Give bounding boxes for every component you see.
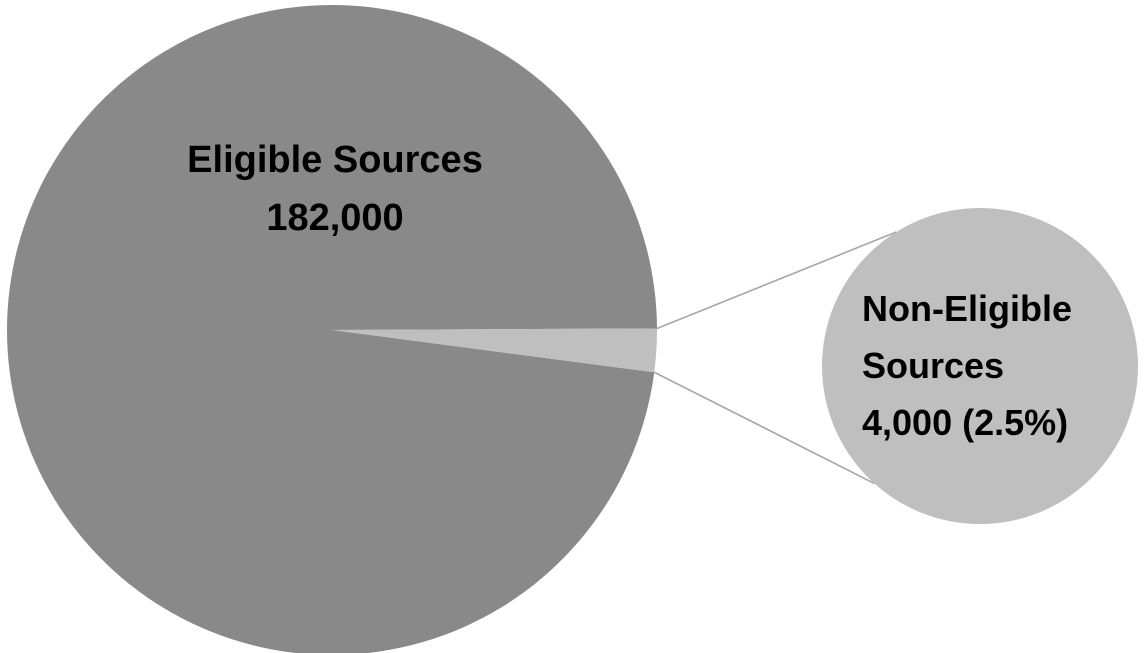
slice-eligible-sources <box>7 5 657 653</box>
secondary-pie-non-eligible <box>822 208 1138 524</box>
connector-line-top <box>656 231 897 330</box>
label-eligible-name: Eligible Sources <box>187 139 483 181</box>
label-non-eligible-name-line1: Non-Eligible <box>862 288 1072 329</box>
label-non-eligible-name-line2: Sources <box>862 345 1004 386</box>
main-pie <box>7 5 657 653</box>
connector-line-bottom <box>653 371 875 485</box>
slice-non-eligible-sources <box>332 328 657 373</box>
label-non-eligible-value: 4,000 (2.5%) <box>862 402 1068 443</box>
label-eligible-value: 182,000 <box>266 197 403 239</box>
